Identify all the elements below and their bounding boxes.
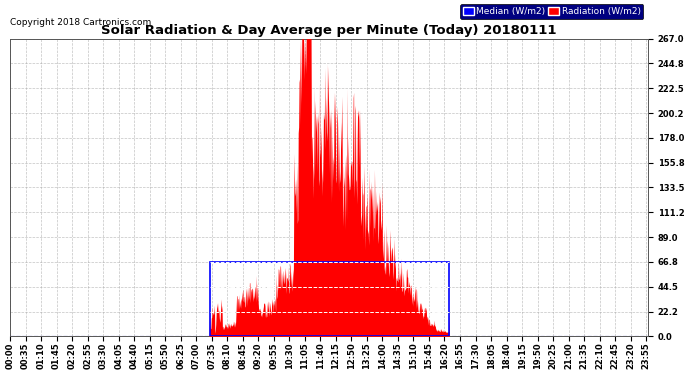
Bar: [210, 262, 449, 336]
Legend: Median (W/m2), Radiation (W/m2): Median (W/m2), Radiation (W/m2): [460, 4, 644, 19]
Text: Copyright 2018 Cartronics.com: Copyright 2018 Cartronics.com: [10, 18, 151, 27]
Title: Solar Radiation & Day Average per Minute (Today) 20180111: Solar Radiation & Day Average per Minute…: [101, 24, 557, 38]
